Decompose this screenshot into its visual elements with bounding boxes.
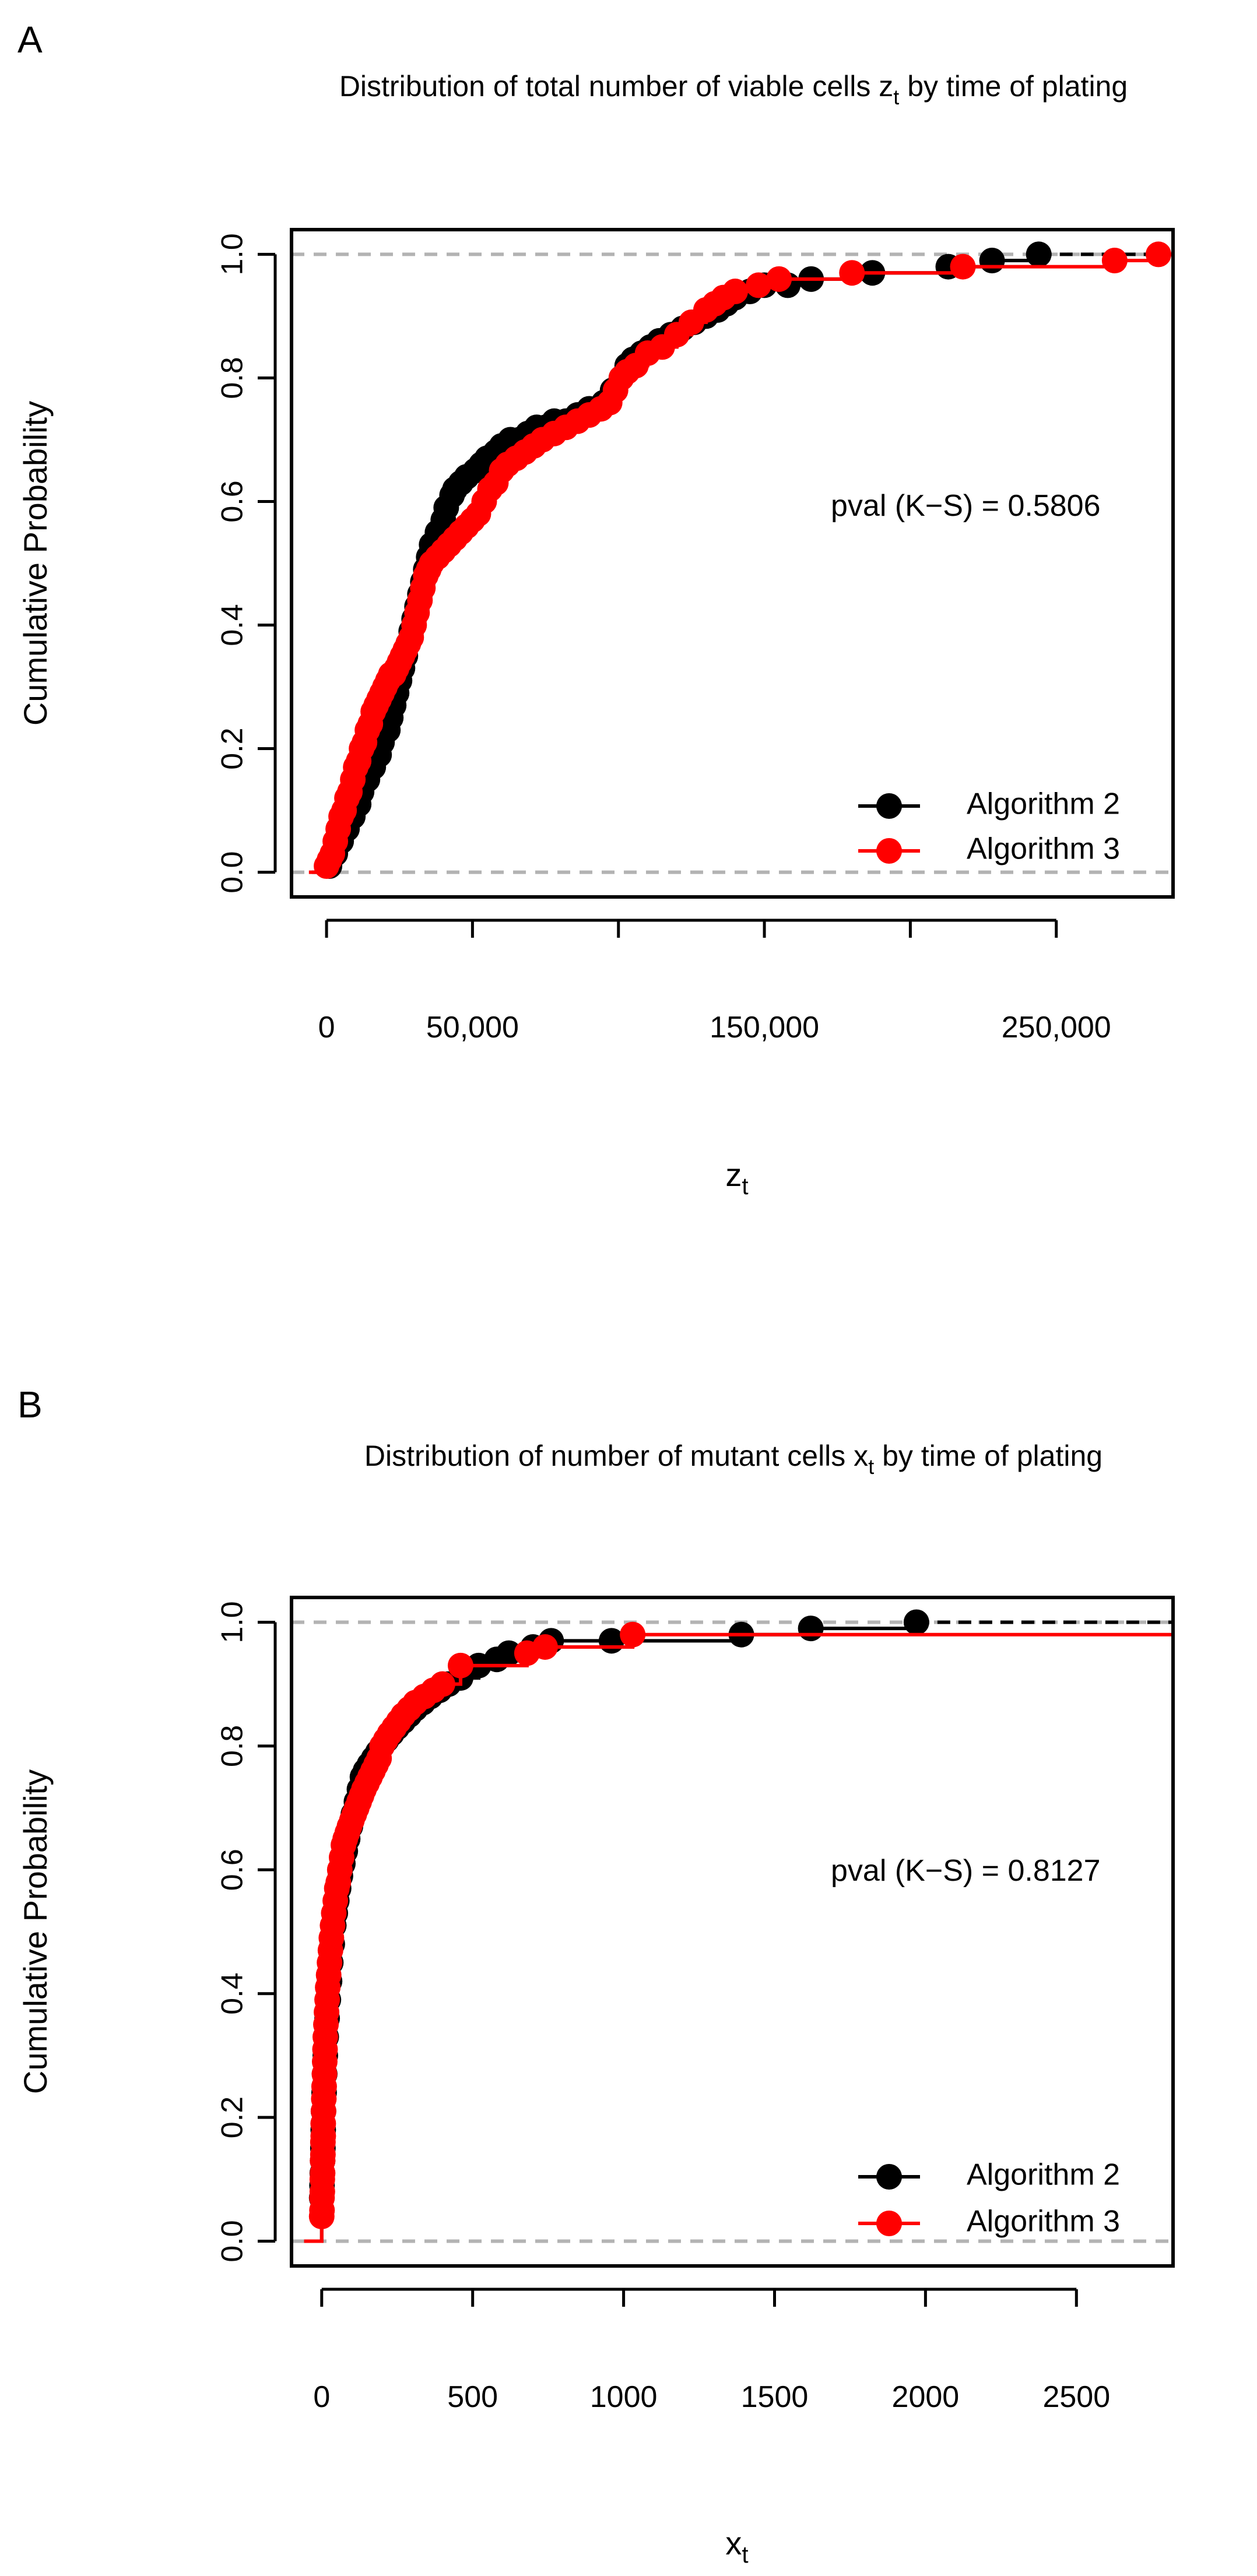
panel-a-series-2-point [1026, 241, 1052, 268]
panel-a-plot-frame [290, 228, 1175, 899]
panel-a-legend-2-text: Algorithm 2 [967, 787, 1120, 821]
panel-a-y-tick-label: 0.8 [216, 357, 250, 399]
panel-a-x-axis-title: zt [725, 1156, 748, 1199]
panel-b-x-tick-label: 500 [447, 2380, 498, 2414]
panel-b-x-tick-label: 0 [313, 2380, 330, 2414]
panel-a-legend-2-marker [876, 793, 902, 819]
panel-b-x-axis-title: xt [725, 2525, 748, 2568]
panel-a-series-3-point [746, 272, 772, 298]
panel-a-title: Distribution of total number of viable c… [339, 70, 1128, 109]
panel-a-y-tick-label: 0.4 [216, 604, 250, 646]
panel-b-y-tick-label: 0.4 [216, 1973, 250, 2015]
panel-b-y-tick-label: 1.0 [216, 1601, 250, 1643]
panel-a-series-2-point [979, 248, 1005, 274]
panel-b-y-tick-label: 0.8 [216, 1725, 250, 1767]
panel-b-series-3-point [620, 1621, 646, 1648]
panel-b-ks-annotation: pval (K−S) = 0.8127 [831, 1854, 1101, 1888]
panel-a-y-tick-label: 0.6 [216, 480, 250, 522]
panel-a-x-tick-label: 250,000 [1002, 1011, 1111, 1044]
panel-a-y-axis-title: Cumulative Probability [17, 401, 54, 726]
panel-a-legend-3-marker [876, 838, 902, 864]
panel-a-y-tick-label: 1.0 [216, 233, 250, 275]
panel-a-y-tick-label: 0.2 [216, 727, 250, 769]
panel-b-series-2-point [903, 1609, 929, 1635]
panel-b-y-tick-label: 0.0 [216, 2220, 250, 2262]
panel-b-x-tick-label: 1500 [741, 2380, 809, 2414]
panel-b-x-tick-label: 2000 [892, 2380, 960, 2414]
panel-b-legend-2-marker [876, 2164, 902, 2190]
panel-a-legend-3-text: Algorithm 3 [967, 832, 1120, 866]
panel-a-series-3-point [839, 260, 865, 286]
panel-a-series-3-points [314, 241, 1171, 879]
panel-b-series-3-point [429, 1671, 455, 1697]
panel-b-series-3-point [447, 1652, 473, 1678]
panel-a-x-tick-label: 50,000 [426, 1011, 519, 1044]
panel-b-x-tick-label: 1000 [590, 2380, 658, 2414]
panel-a-series-3-point [1101, 248, 1128, 274]
panel-a-series-3-point [766, 266, 792, 292]
panel-a-x-tick-label: 0 [318, 1011, 335, 1044]
panel-b-y-tick-label: 0.2 [216, 2096, 250, 2138]
panel-b-series-2-point [496, 1640, 522, 1666]
panel-b-legend-2-text: Algorithm 2 [967, 2158, 1120, 2192]
panel-a-series-3-point [950, 254, 976, 280]
panel-b-series-2-point [798, 1616, 824, 1642]
panel-b-y-axis-title: Cumulative Probability [17, 1769, 54, 2094]
panel-b-label: B [17, 1384, 43, 1426]
panel-a-label: A [17, 19, 43, 61]
panel-b-series-3-point [532, 1634, 558, 1660]
panel-a-x-tick-label: 150,000 [710, 1011, 819, 1044]
panel-b-legend-3-text: Algorithm 3 [967, 2205, 1120, 2239]
panel-b-series-3-points [308, 1621, 646, 2230]
panel-b-x-tick-label: 2500 [1042, 2380, 1110, 2414]
panel-b-plot-frame [290, 1596, 1175, 2268]
panel-a-y-tick-label: 0.0 [216, 851, 250, 893]
panel-b-y-tick-label: 0.6 [216, 1849, 250, 1891]
panel-b-series-3-line [304, 1634, 635, 2243]
panel-a-ks-annotation: pval (K−S) = 0.5806 [831, 489, 1101, 523]
panel-b-title: Distribution of number of mutant cells x… [364, 1440, 1102, 1479]
panel-a-series-3-point [1145, 241, 1171, 268]
panel-a-series-3-point [722, 279, 749, 305]
panel-b-legend-3-marker [876, 2211, 902, 2236]
